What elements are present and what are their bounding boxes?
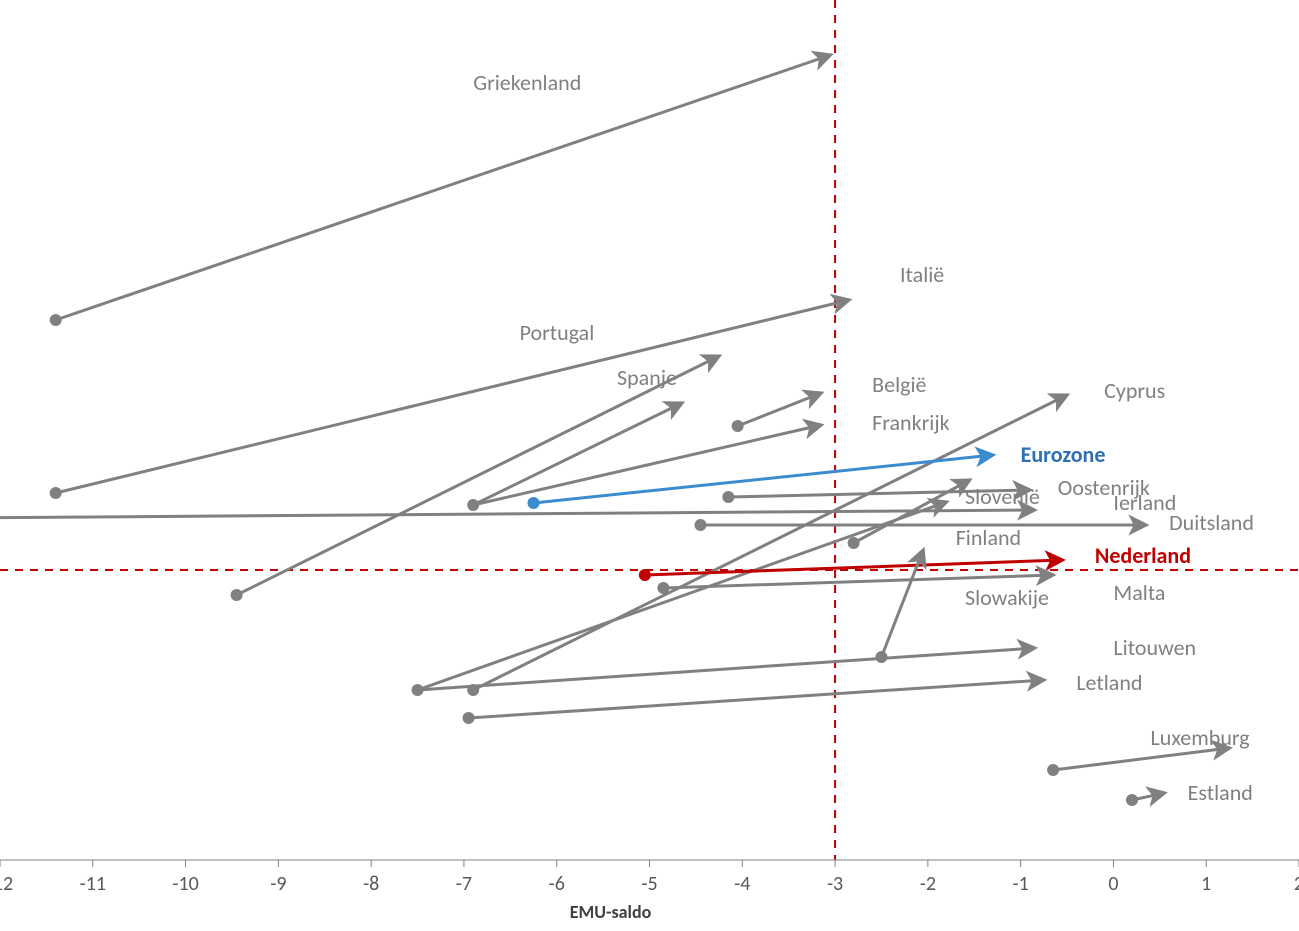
arrow-start-dot	[528, 497, 540, 509]
country-label: Cyprus	[1104, 377, 1165, 404]
x-axis-tick-label: -7	[456, 872, 472, 896]
x-axis-tick-label: -8	[363, 872, 379, 896]
arrow-start-dot	[463, 712, 475, 724]
country-label: Slowakije	[965, 584, 1049, 611]
country-label: Ierland	[1113, 489, 1176, 516]
arrow-start-dot	[1126, 794, 1138, 806]
x-axis-tick-label: -10	[172, 872, 198, 896]
arrow-start-dot	[1047, 764, 1059, 776]
arrow-start-dot	[50, 314, 62, 326]
x-axis-title: EMU-saldo	[570, 901, 652, 923]
x-axis-tick-label: -1	[1013, 872, 1029, 896]
x-axis-tick-label: -12	[0, 872, 13, 896]
x-axis-tick-label: -4	[734, 872, 750, 896]
country-label: Frankrijk	[872, 409, 949, 436]
x-axis-tick-label: -5	[641, 872, 657, 896]
country-label: Luxemburg	[1151, 724, 1250, 751]
country-label: Duitsland	[1169, 509, 1254, 536]
arrow-start-dot	[50, 487, 62, 499]
country-label: België	[872, 371, 926, 398]
arrow-start-dot	[848, 537, 860, 549]
country-label: Griekenland	[473, 69, 581, 96]
country-label: Litouwen	[1113, 634, 1196, 661]
x-axis-tick-label: -6	[549, 872, 565, 896]
country-label: Estland	[1188, 779, 1253, 806]
x-axis-tick-label: -11	[80, 872, 106, 896]
country-label: Eurozone	[1021, 441, 1106, 468]
country-label: Italië	[900, 261, 944, 288]
x-axis-tick-label: -3	[827, 872, 843, 896]
x-axis-tick-label: 1	[1201, 872, 1211, 896]
country-label: Spanje	[617, 364, 677, 391]
country-label: Finland	[956, 524, 1021, 551]
country-label: Nederland	[1095, 542, 1191, 569]
arrow-start-dot	[639, 569, 651, 581]
emu-saldo-chart: Griekenland Italië Portugal Spanje België Fra…	[0, 0, 1299, 931]
arrow-start-dot	[657, 582, 669, 594]
x-axis-tick-label: -2	[920, 872, 936, 896]
x-axis-tick-label: -9	[270, 872, 286, 896]
country-label: Letland	[1076, 669, 1142, 696]
arrow-start-dot	[231, 589, 243, 601]
x-axis-tick-label: 0	[1108, 872, 1118, 896]
x-axis-tick-label: 2	[1294, 872, 1299, 896]
country-label: Slovenië	[965, 483, 1040, 510]
arrow-start-dot	[732, 420, 744, 432]
arrow-start-dot	[722, 491, 734, 503]
country-label: Malta	[1113, 579, 1165, 606]
country-label: Portugal	[520, 319, 595, 346]
arrow-start-dot	[695, 519, 707, 531]
